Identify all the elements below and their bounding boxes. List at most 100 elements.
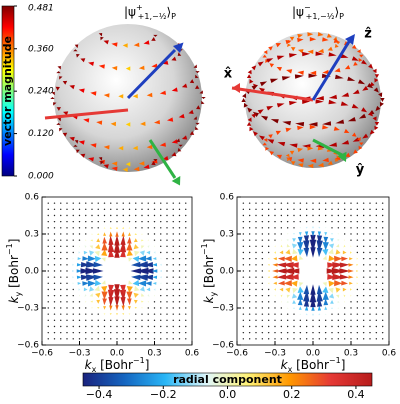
field-dot (160, 251, 162, 254)
sphere-arrow (318, 162, 324, 168)
field-arrow (136, 261, 148, 268)
field-dot (172, 264, 174, 266)
field-dot (261, 301, 264, 303)
field-arrow (103, 313, 106, 315)
field-arrow (272, 269, 278, 273)
field-arrow (336, 239, 340, 241)
field-dot (248, 338, 251, 340)
field-dot (381, 257, 384, 260)
field-arrow (267, 276, 270, 279)
field-dot (172, 301, 174, 303)
field-arrow (103, 306, 107, 310)
sphere-arrow (253, 131, 258, 137)
field-dot (160, 294, 162, 297)
sphere-arrow (297, 49, 304, 54)
sphere-arrow (257, 61, 264, 67)
field-dot (362, 239, 365, 241)
field-dot (78, 233, 81, 235)
field-dot (375, 288, 378, 291)
title-part: ⟩ (334, 5, 339, 19)
sphere-arrow (373, 87, 379, 93)
field-arrow (303, 235, 309, 245)
field-arrow (274, 288, 276, 291)
field-dot (103, 331, 106, 334)
field-dot (242, 245, 245, 248)
label-part: ] (7, 239, 21, 244)
field-arrow (292, 307, 296, 309)
field-arrow (134, 285, 140, 292)
field-dot (324, 331, 327, 334)
field-dot (381, 325, 384, 328)
field-dot (185, 257, 187, 260)
field-dot (356, 245, 359, 248)
sphere-arrow (347, 117, 356, 122)
field-dot (53, 270, 56, 272)
sphere-arrow (322, 125, 329, 130)
field-dot (248, 208, 251, 211)
field-dot (261, 313, 264, 315)
field-dot (47, 202, 49, 204)
sphere-arrow (132, 145, 138, 151)
field-dot (248, 214, 251, 217)
field-dot (153, 301, 156, 303)
sphere-arrow (287, 157, 291, 162)
field-arrow (154, 294, 155, 297)
field-dot (178, 208, 181, 211)
field-dot (166, 325, 168, 328)
field-dot (166, 233, 168, 235)
field-dot (369, 227, 371, 229)
sphere-arrow (125, 122, 131, 127)
sphere-arrow (189, 131, 195, 135)
title-part: P (339, 12, 344, 21)
field-dot (369, 220, 371, 223)
sphere-arrow (281, 76, 291, 81)
field-dot (343, 233, 346, 235)
field-dot (160, 313, 162, 315)
field-dot (242, 294, 245, 297)
sphere-arrow (73, 49, 78, 52)
field-arrow (283, 255, 292, 262)
field-dot (293, 208, 295, 211)
field-dot (122, 208, 124, 211)
sphere-arrow (328, 52, 337, 57)
field-arrow (126, 286, 133, 293)
field-arrow (272, 263, 278, 267)
field-dot (116, 220, 118, 223)
field-dot (369, 239, 371, 241)
field-dot (261, 233, 264, 235)
field-arrow (327, 262, 337, 268)
sphere-arrow (372, 68, 377, 74)
field-dot (66, 313, 68, 315)
field-dot (337, 331, 340, 334)
field-dot (72, 331, 74, 334)
field-dot (280, 233, 283, 235)
field-dot (66, 245, 68, 248)
field-dot (53, 214, 56, 217)
sphere-arrow (263, 138, 268, 142)
field-arrow (334, 280, 343, 287)
field-arrow (297, 286, 304, 293)
field-dot (242, 251, 245, 254)
sphere-arrow (340, 101, 349, 106)
sphere-arrow (122, 167, 128, 172)
field-dot (337, 325, 340, 328)
field-arrow (312, 313, 314, 316)
field-dot (267, 288, 270, 291)
field-dot (350, 233, 352, 235)
field-dot (356, 301, 359, 303)
axis-label: ẑ (364, 27, 372, 42)
field-dot (369, 294, 371, 297)
sphere-arrow (289, 150, 295, 155)
field-dot (248, 220, 251, 223)
field-dot (261, 338, 264, 340)
field-arrow (143, 274, 154, 280)
field-dot (53, 233, 56, 235)
sphere-arrow (353, 61, 358, 66)
field-dot (261, 227, 264, 229)
label-part: x (288, 365, 293, 374)
field-dot (369, 319, 371, 322)
field-arrow (312, 226, 314, 229)
field-dot (375, 257, 378, 260)
sphere-arrow (322, 69, 329, 75)
field-dot (286, 227, 289, 229)
